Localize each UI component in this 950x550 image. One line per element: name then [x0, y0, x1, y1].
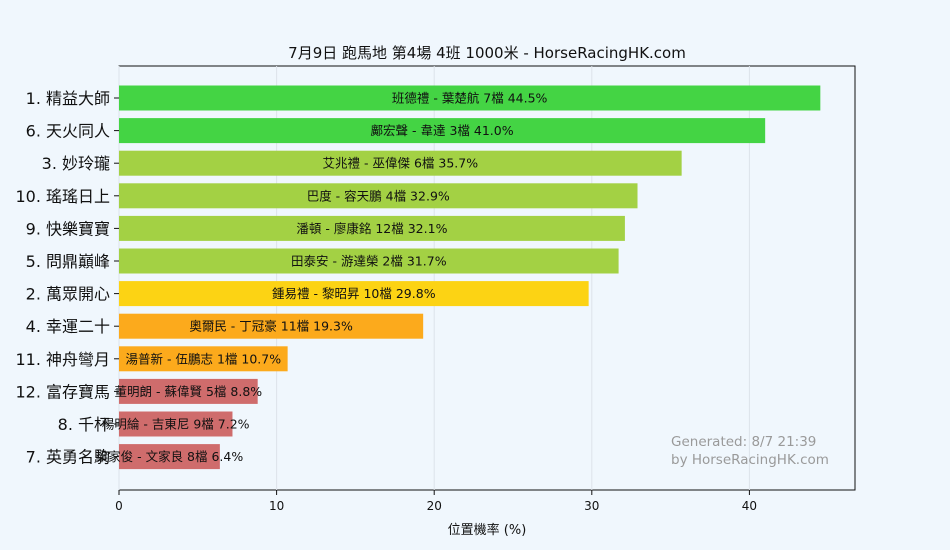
- bar: [119, 313, 424, 339]
- bar: [119, 281, 589, 307]
- x-ticks: 0 10 20 30 40: [115, 490, 757, 513]
- chart-title: 7月9日 跑馬地 第4場 4班 1000米 - HorseRacingHK.co…: [288, 44, 686, 62]
- category-label: 3. 妙玲瓏: [42, 154, 110, 173]
- bar: [119, 85, 821, 111]
- category-label: 7. 英勇名駒: [26, 448, 110, 467]
- category-label: 6. 天火同人: [26, 122, 110, 141]
- bar-label: 鄺宏聲 - 韋達 3檔 41.0%: [371, 123, 514, 138]
- category-label: 9. 快樂寶寶: [26, 219, 110, 238]
- category-label: 4. 幸運二十: [26, 317, 110, 336]
- bar: [119, 411, 233, 437]
- x-tick-label: 20: [427, 499, 442, 513]
- bar-label: 巴度 - 容天鵬 4檔 32.9%: [307, 188, 450, 203]
- generated-annotation: Generated: 8/7 21:39: [671, 434, 816, 450]
- watermark-annotation: by HorseRacingHK.com: [671, 452, 829, 468]
- bar-label: 潘頓 - 廖康銘 12檔 32.1%: [296, 221, 447, 236]
- category-label: 1. 精益大師: [26, 89, 110, 108]
- x-axis-title: 位置機率 (%): [448, 522, 527, 538]
- bar-label: 艾兆禮 - 巫偉傑 6檔 35.7%: [323, 156, 479, 171]
- bar: [119, 248, 619, 274]
- bar-label: 梁家俊 - 文家良 8檔 6.4%: [96, 449, 244, 464]
- category-labels: 1. 精益大師 6. 天火同人 3. 妙玲瓏 10. 瑤瑤日上 9. 快樂寶寶 5. 問鼎…: [15, 89, 119, 467]
- bar-label: 奧爾民 - 丁冠豪 11檔 19.3%: [189, 319, 353, 334]
- bar-label: 田泰安 - 游達榮 2檔 31.7%: [291, 254, 447, 269]
- x-tick-label: 40: [742, 499, 757, 513]
- bar-label: 班德禮 - 葉楚航 7檔 44.5%: [392, 91, 548, 106]
- bar: [119, 150, 682, 176]
- category-label: 12. 富存寶馬: [15, 382, 110, 401]
- bar: [119, 183, 638, 209]
- category-label: 11. 神舟彎月: [15, 350, 110, 369]
- bar-label: 湯普新 - 伍鵬志 1檔 10.7%: [126, 351, 282, 366]
- bar: [119, 444, 220, 470]
- x-tick-label: 10: [269, 499, 284, 513]
- bar: [119, 378, 258, 404]
- bars: 班德禮 - 葉楚航 7檔 44.5% 鄺宏聲 - 韋達 3檔 41.0% 艾兆禮 -…: [96, 85, 821, 470]
- bar-label: 董明朗 - 蘇偉賢 5檔 8.8%: [115, 384, 263, 399]
- category-label: 10. 瑤瑤日上: [15, 187, 110, 206]
- category-label: 8. 千杯: [58, 415, 110, 434]
- x-tick-label: 30: [584, 499, 599, 513]
- bar-label: 楊明綸 - 吉東尼 9檔 7.2%: [102, 417, 250, 432]
- bar: [119, 118, 766, 144]
- bar: [119, 215, 625, 241]
- x-tick-label: 0: [115, 499, 123, 513]
- category-label: 5. 問鼎巔峰: [26, 252, 110, 271]
- category-label: 2. 萬眾開心: [26, 285, 110, 304]
- bar: [119, 346, 288, 372]
- bar-label: 鍾易禮 - 黎昭昇 10檔 29.8%: [272, 286, 436, 301]
